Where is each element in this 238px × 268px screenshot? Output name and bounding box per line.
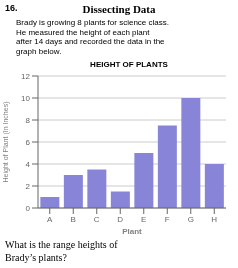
svg-text:6: 6 (26, 138, 31, 147)
svg-text:H: H (211, 215, 217, 224)
svg-text:E: E (141, 215, 146, 224)
svg-text:2: 2 (26, 182, 31, 191)
svg-text:4: 4 (26, 160, 31, 169)
html-text:after 14 days and recorded the: after 14 days and recorded the data in t… (16, 37, 165, 46)
html-text:Brady is growing 8 plants for: Brady is growing 8 plants for science cl… (16, 18, 169, 27)
svg-text:B: B (71, 215, 76, 224)
html-text:What is the range heights of B: What is the range heights of Brady’s pla… (5, 239, 118, 263)
svg-text:G: G (188, 215, 194, 224)
html-text:Dissecting Data: Dissecting Data (82, 3, 156, 15)
svg-text:12: 12 (21, 72, 30, 81)
html-text:He measured the height of each: He measured the height of each plant (16, 27, 150, 37)
html-text:graph below.: graph below. (16, 46, 62, 56)
svg-text:0: 0 (26, 204, 31, 213)
svg-text:Plant: Plant (122, 227, 142, 236)
svg-text:Height of Plant (In Inches): Height of Plant (In Inches) (8, 102, 10, 183)
html-text:HEIGHT OF PLANTS: HEIGHT OF PLANTS (90, 60, 168, 69)
svg-text:D: D (117, 215, 123, 224)
svg-text:F: F (165, 215, 170, 224)
svg-text:8: 8 (26, 116, 31, 125)
svg-text:A: A (47, 215, 53, 224)
html-text:16.: 16. (5, 3, 18, 13)
svg-text:10: 10 (21, 94, 30, 103)
svg-text:C: C (94, 215, 100, 224)
